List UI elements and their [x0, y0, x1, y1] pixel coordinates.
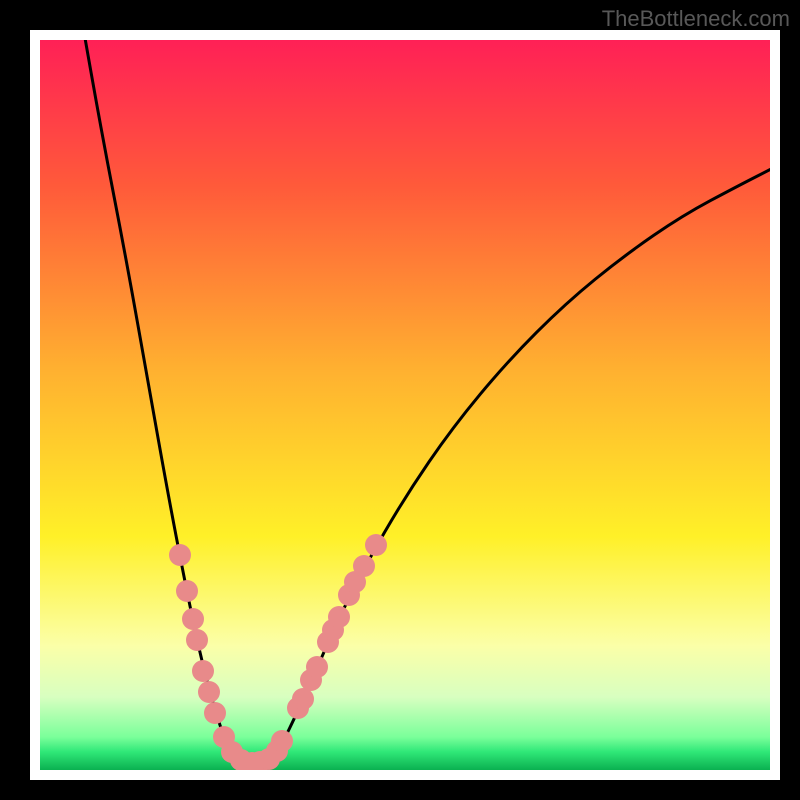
data-marker	[176, 580, 198, 602]
data-marker	[365, 534, 387, 556]
watermark-text: TheBottleneck.com	[602, 6, 790, 32]
data-marker	[169, 544, 191, 566]
data-marker	[271, 730, 293, 752]
bottleneck-curve	[80, 40, 770, 763]
data-marker	[353, 555, 375, 577]
data-marker	[306, 656, 328, 678]
curve-layer	[40, 40, 771, 771]
data-marker	[192, 660, 214, 682]
data-marker	[328, 606, 350, 628]
plot-border	[30, 30, 780, 780]
data-marker	[204, 702, 226, 724]
data-marker	[186, 629, 208, 651]
data-marker	[182, 608, 204, 630]
plot-area	[40, 40, 771, 771]
data-marker	[198, 681, 220, 703]
